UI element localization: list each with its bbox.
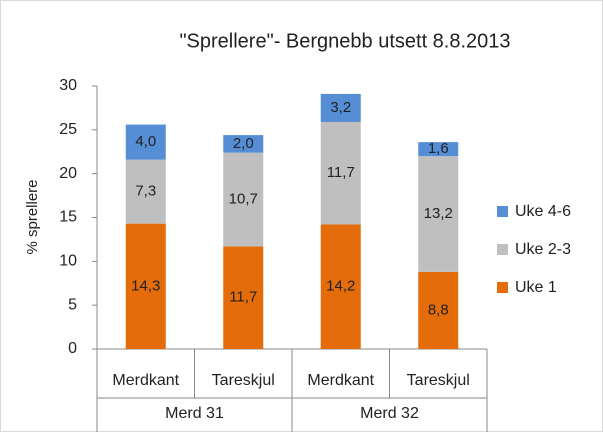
data-label: 14,3 bbox=[131, 277, 160, 294]
chart-title: "Sprellere"- Bergnebb utsett 8.8.2013 bbox=[179, 30, 510, 52]
bar-segment bbox=[223, 135, 264, 153]
bar-segment bbox=[418, 156, 459, 272]
data-label: 3,2 bbox=[330, 99, 351, 116]
y-axis-label: % sprellere bbox=[24, 179, 41, 254]
data-label: 7,3 bbox=[135, 183, 156, 200]
bar-segment bbox=[223, 246, 264, 349]
bar-segment bbox=[223, 152, 264, 247]
y-tick-label: 5 bbox=[68, 296, 77, 313]
legend-label: Uke 1 bbox=[515, 279, 557, 296]
y-tick-label: 15 bbox=[59, 209, 77, 226]
bar-segment bbox=[125, 159, 166, 224]
group-label: Merd 32 bbox=[360, 405, 419, 422]
bar-segment bbox=[320, 224, 361, 349]
legend-label: Uke 2-3 bbox=[515, 241, 571, 258]
group-label: Merd 31 bbox=[165, 405, 224, 422]
data-label: 4,0 bbox=[135, 133, 156, 150]
y-tick-label: 30 bbox=[59, 77, 77, 94]
legend-label: Uke 4-6 bbox=[515, 203, 571, 220]
data-label: 13,2 bbox=[424, 205, 453, 222]
x-tick-label: Tareskjul bbox=[212, 372, 275, 389]
y-tick-label: 10 bbox=[59, 253, 77, 270]
x-tick-label: Tareskjul bbox=[407, 372, 470, 389]
data-label: 1,6 bbox=[428, 140, 449, 157]
x-tick-label: Merdkant bbox=[112, 372, 179, 389]
legend-swatch bbox=[497, 244, 508, 255]
bar-segment bbox=[320, 121, 361, 225]
y-tick-label: 0 bbox=[68, 340, 77, 357]
data-label: 8,8 bbox=[428, 301, 449, 318]
legend-swatch bbox=[497, 282, 508, 293]
data-label: 2,0 bbox=[233, 135, 254, 152]
data-label: 10,7 bbox=[229, 190, 258, 207]
bar-segment bbox=[418, 271, 459, 349]
data-label: 11,7 bbox=[327, 164, 355, 181]
bar-segment bbox=[418, 142, 459, 157]
bar-segment bbox=[125, 124, 166, 160]
data-label: 11,7 bbox=[229, 289, 257, 306]
x-tick-label: Merdkant bbox=[307, 372, 374, 389]
data-label: 14,2 bbox=[326, 278, 355, 295]
y-tick-label: 20 bbox=[59, 165, 77, 182]
legend-swatch bbox=[497, 206, 508, 217]
bar-segment bbox=[125, 223, 166, 349]
bar-segment bbox=[320, 93, 361, 122]
y-tick-label: 25 bbox=[59, 121, 77, 138]
